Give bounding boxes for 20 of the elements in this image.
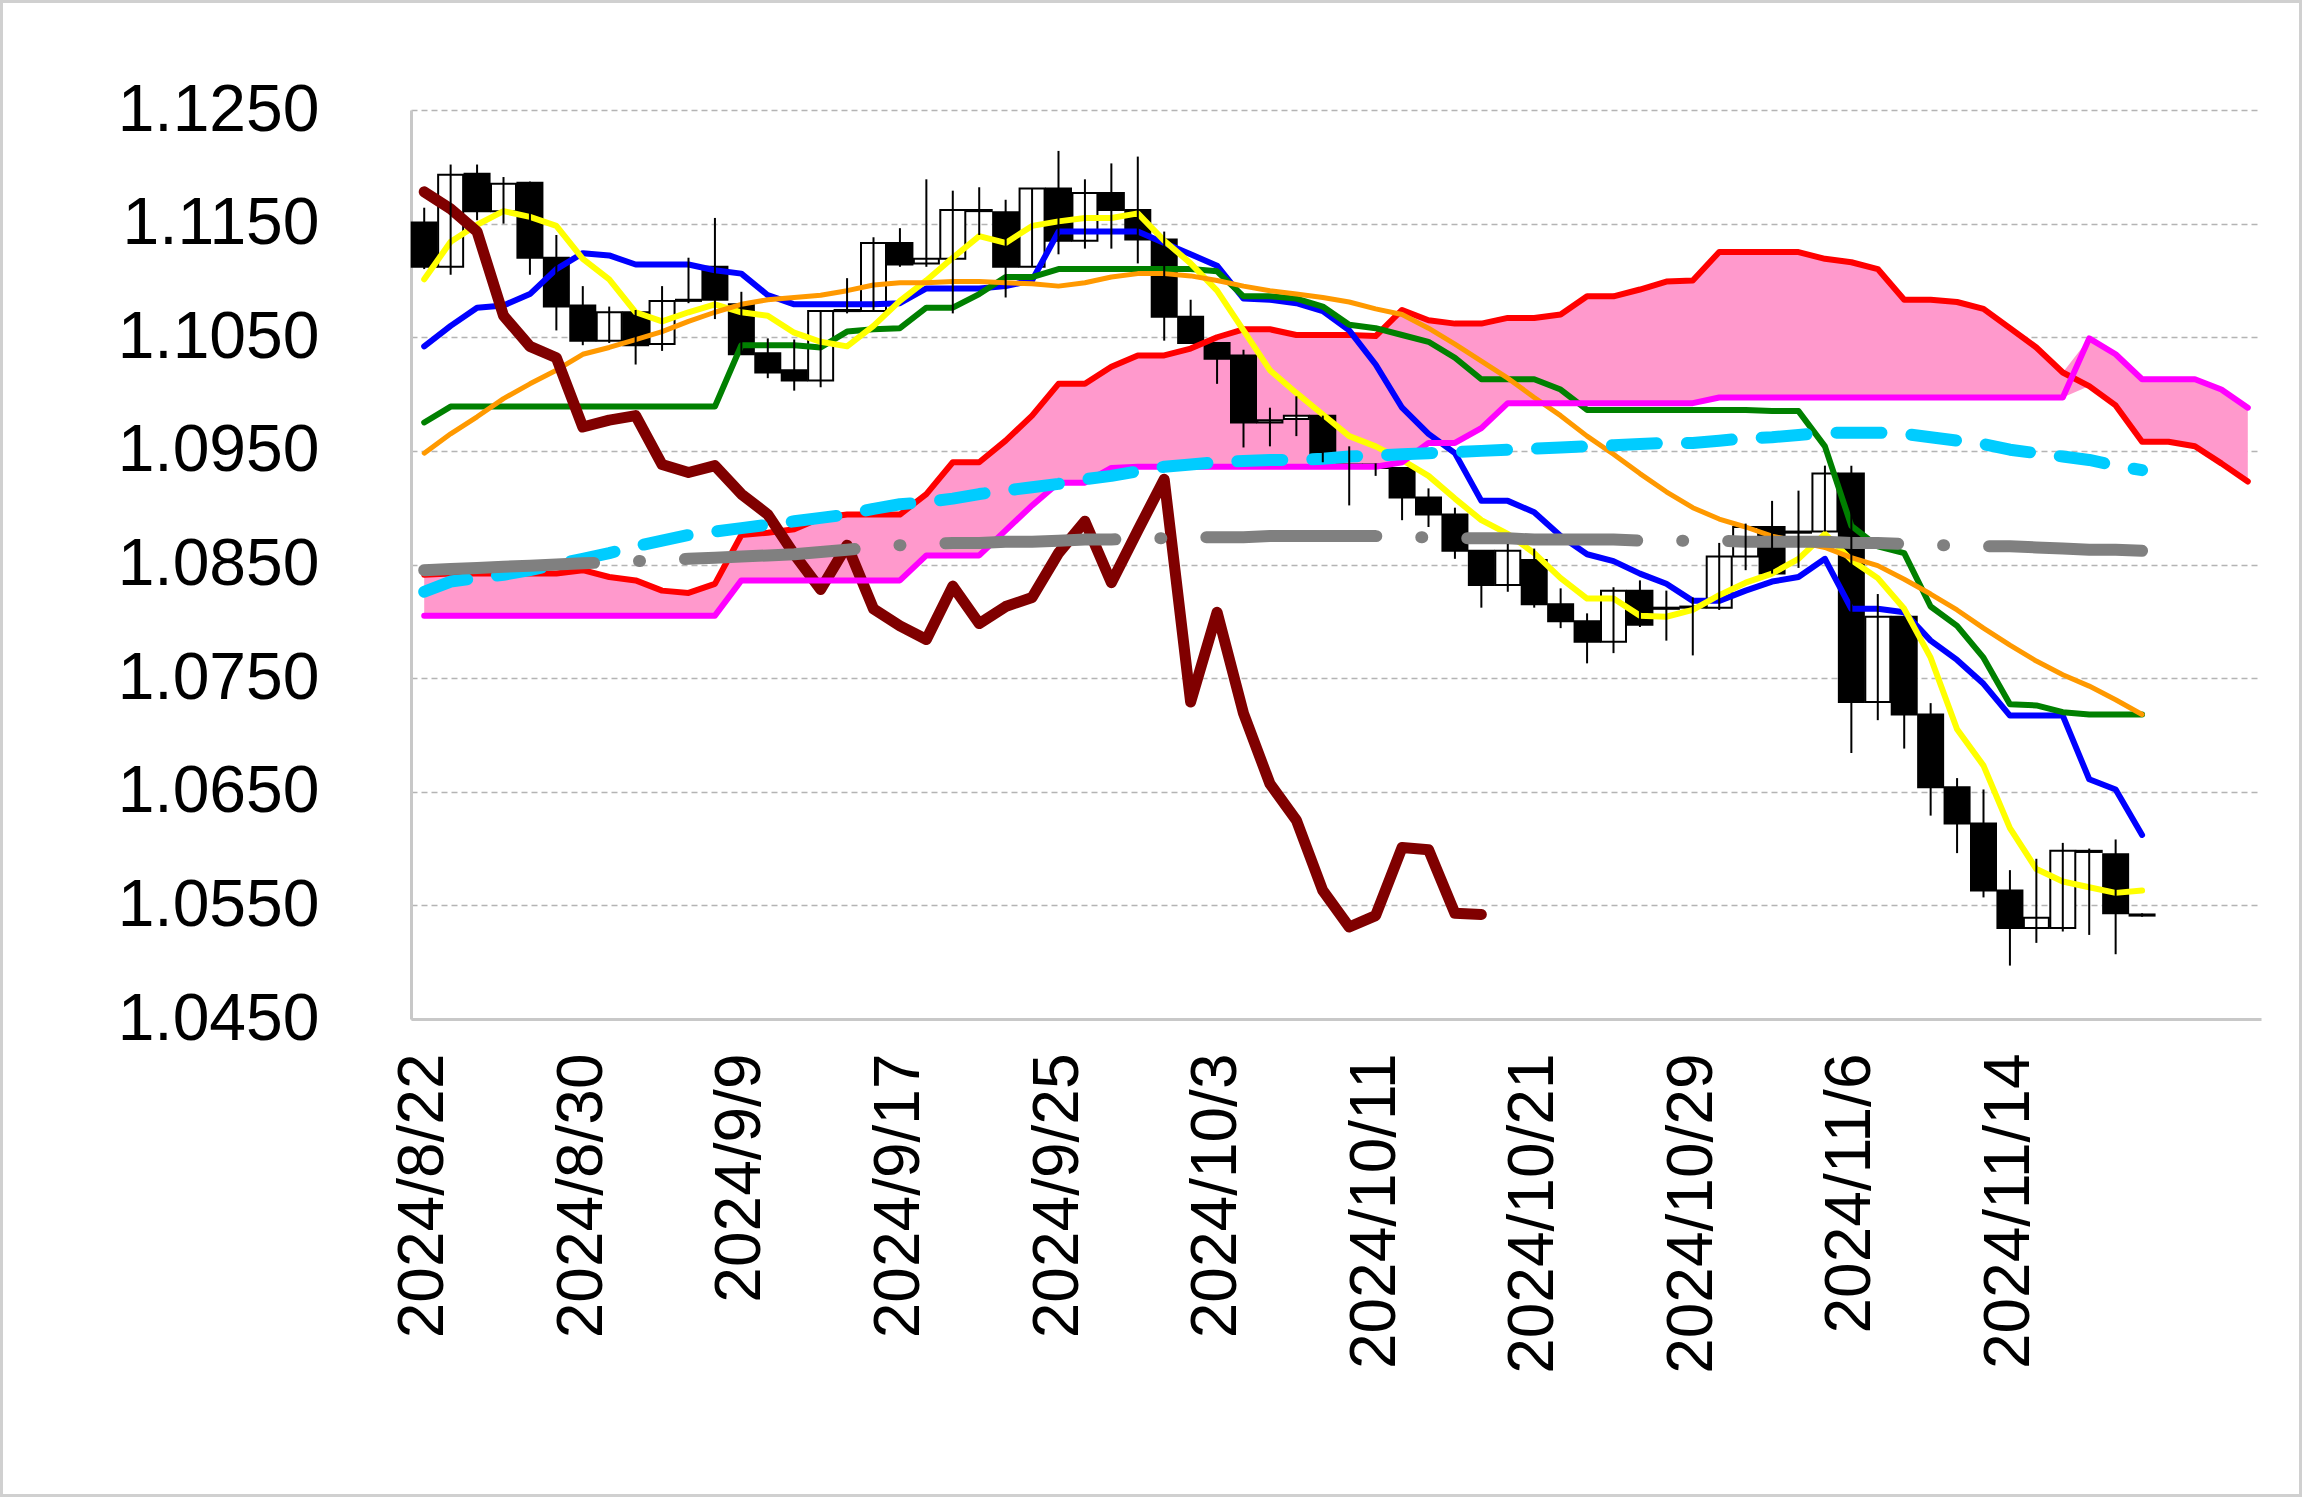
y-tick-label: 1.1150 (122, 184, 320, 259)
x-tick-label: 2024/10/3 (1178, 1053, 1251, 1339)
y-tick-label: 1.0550 (117, 865, 320, 940)
y-tick-label: 1.0850 (117, 525, 320, 599)
x-tick-label: 2024/9/25 (1019, 1053, 1092, 1339)
x-tick-label: 2024/8/22 (385, 1053, 458, 1339)
y-tick-label: 1.0750 (117, 638, 320, 713)
y-tick-label: 1.0450 (117, 979, 320, 1054)
x-tick-label: 2024/11/14 (1970, 1053, 2043, 1370)
x-tick-label: 2024/8/30 (543, 1053, 616, 1339)
x-tick-label: 2024/10/29 (1653, 1053, 1726, 1374)
y-tick-label: 1.1050 (117, 297, 320, 372)
x-tick-label: 2024/9/17 (860, 1053, 933, 1339)
x-tick-label: 2024/10/21 (1495, 1053, 1568, 1374)
y-tick-label: 1.0650 (117, 752, 320, 827)
x-tick-label: 2024/10/11 (1336, 1053, 1409, 1370)
y-tick-label: 1.0950 (117, 411, 320, 486)
x-tick-label: 2024/11/6 (1812, 1053, 1885, 1334)
x-tick-label: 2024/9/9 (702, 1053, 775, 1303)
y-tick-label: 1.1250 (117, 70, 320, 145)
